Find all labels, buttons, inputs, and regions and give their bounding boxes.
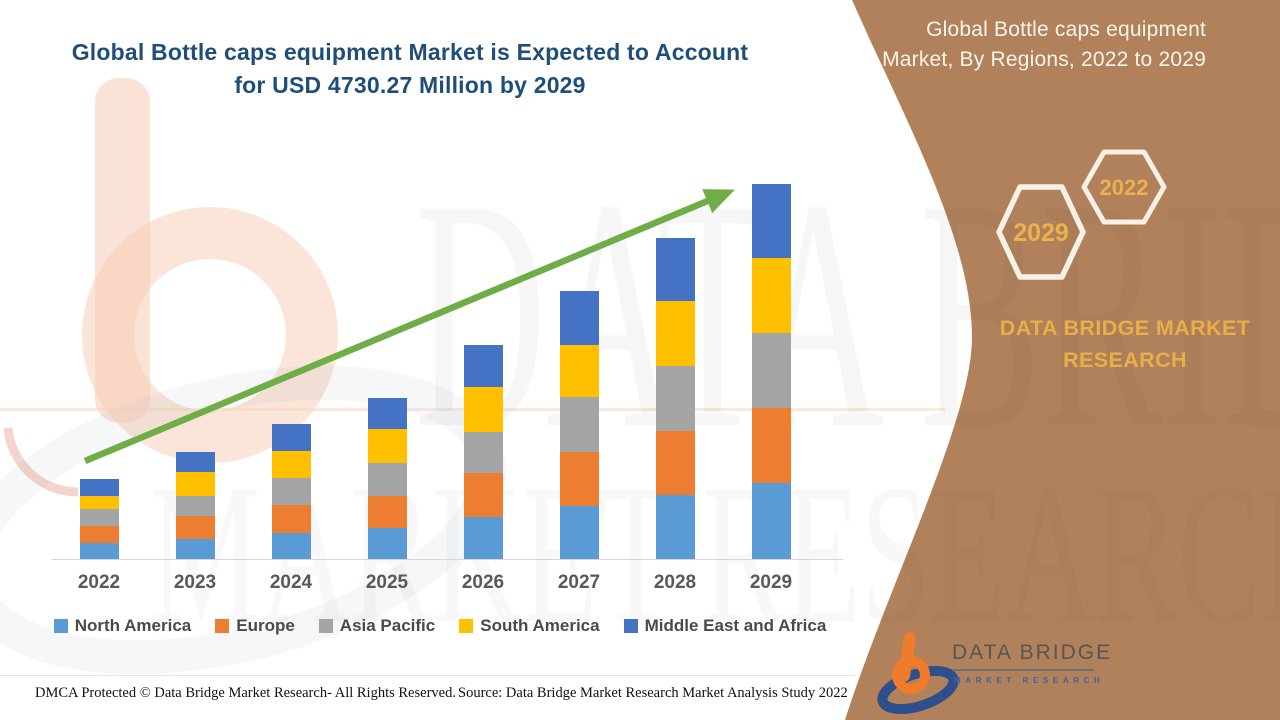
bar-2022-segment-asia-pacific <box>79 509 119 526</box>
x-tick-2024: 2024 <box>269 572 313 593</box>
legend-item-europe: Europe <box>215 616 295 636</box>
databridge-logo-underline <box>952 669 1094 671</box>
legend-label: North America <box>74 616 192 635</box>
bar-2023-segment-north-america <box>175 539 215 559</box>
brand-text-line1: DATA BRIDGE MARKET <box>999 316 1251 340</box>
footer-divider <box>0 675 856 676</box>
legend: North America Europe Asia Pacific South Ame… <box>40 616 840 636</box>
databridge-logo-name: DATA BRIDGE <box>952 641 1113 664</box>
x-tick-2028: 2028 <box>653 572 697 593</box>
bar-2029-segment-south-america <box>751 258 791 333</box>
bar-2024-segment-asia-pacific <box>271 478 311 505</box>
hexagon-2022: 2022 <box>1081 149 1167 225</box>
bar-2025-segment-asia-pacific <box>367 463 407 496</box>
hexagon-2029-label: 2029 <box>1013 219 1069 247</box>
legend-label: Middle East and Africa <box>644 616 827 635</box>
legend-swatch-icon <box>215 619 230 633</box>
bar-2029-segment-north-america <box>751 483 791 559</box>
brand-text: DATA BRIDGE MARKET RESEARCH <box>980 312 1270 376</box>
legend-item-middle-east-and-africa: Middle East and Africa <box>623 616 827 636</box>
source-text: Source: Data Bridge Market Research Mark… <box>458 685 848 701</box>
bar-2025-segment-north-america <box>367 528 407 559</box>
bar-2023-segment-asia-pacific <box>175 496 215 516</box>
bar-2023-segment-south-america <box>175 472 215 496</box>
bar-2024 <box>271 424 311 559</box>
bar-2029-segment-middle-east-and-africa <box>751 184 791 258</box>
chart-title: Global Bottle caps equipment Market is E… <box>40 36 780 102</box>
bar-2029 <box>751 184 791 559</box>
bar-2022-segment-europe <box>79 526 119 543</box>
copyright-text: DMCA Protected © Data Bridge Market Rese… <box>35 685 456 701</box>
x-tick-2027: 2027 <box>557 572 601 593</box>
bar-2028-segment-north-america <box>655 495 695 559</box>
chart-title-line2: for USD 4730.27 Million by 2029 <box>234 72 586 98</box>
side-panel-title-line1: Global Bottle caps equipment <box>926 18 1206 41</box>
legend-swatch-icon <box>318 619 333 633</box>
legend-item-south-america: South America <box>459 616 600 636</box>
chart-title-line1: Global Bottle caps equipment Market is E… <box>71 39 749 65</box>
side-panel-title: Global Bottle caps equipment Market, By … <box>858 15 1206 75</box>
bar-2023-segment-europe <box>175 516 215 539</box>
bar-2026-segment-north-america <box>463 517 503 559</box>
legend-swatch-icon <box>459 619 474 633</box>
side-panel-title-line2: Market, By Regions, 2022 to 2029 <box>882 48 1206 71</box>
legend-swatch-icon <box>623 619 638 633</box>
bar-2022-segment-north-america <box>79 543 119 559</box>
bar-2025-segment-europe <box>367 496 407 528</box>
hexagon-2022-label: 2022 <box>1100 175 1149 200</box>
x-tick-2023: 2023 <box>173 572 217 593</box>
bar-2026-segment-europe <box>463 473 503 517</box>
legend-item-asia-pacific: Asia Pacific <box>318 616 436 636</box>
legend-item-north-america: North America <box>53 616 192 636</box>
legend-label: Asia Pacific <box>339 616 436 635</box>
brand-text-line2: RESEARCH <box>1063 348 1187 372</box>
x-tick-2025: 2025 <box>365 572 409 593</box>
x-axis-line <box>52 559 843 560</box>
databridge-logo-icon <box>877 632 959 715</box>
x-tick-2029: 2029 <box>749 572 793 593</box>
x-tick-2026: 2026 <box>461 572 505 593</box>
bar-2029-segment-europe <box>751 408 791 483</box>
bar-2029-segment-asia-pacific <box>751 333 791 408</box>
databridge-logo-subtitle: MARKET RESEARCH <box>954 676 1105 685</box>
bar-2022 <box>79 479 119 559</box>
bar-2022-segment-south-america <box>79 496 119 509</box>
x-tick-2022: 2022 <box>77 572 121 593</box>
hexagon-2029: 2029 <box>996 184 1086 280</box>
bar-2024-segment-europe <box>271 505 311 533</box>
legend-swatch-icon <box>53 619 68 633</box>
bar-2022-segment-middle-east-and-africa <box>79 479 119 496</box>
legend-label: Europe <box>236 616 295 635</box>
legend-label: South America <box>480 616 600 635</box>
bar-2024-segment-north-america <box>271 533 311 559</box>
bar-2027-segment-north-america <box>559 506 599 559</box>
